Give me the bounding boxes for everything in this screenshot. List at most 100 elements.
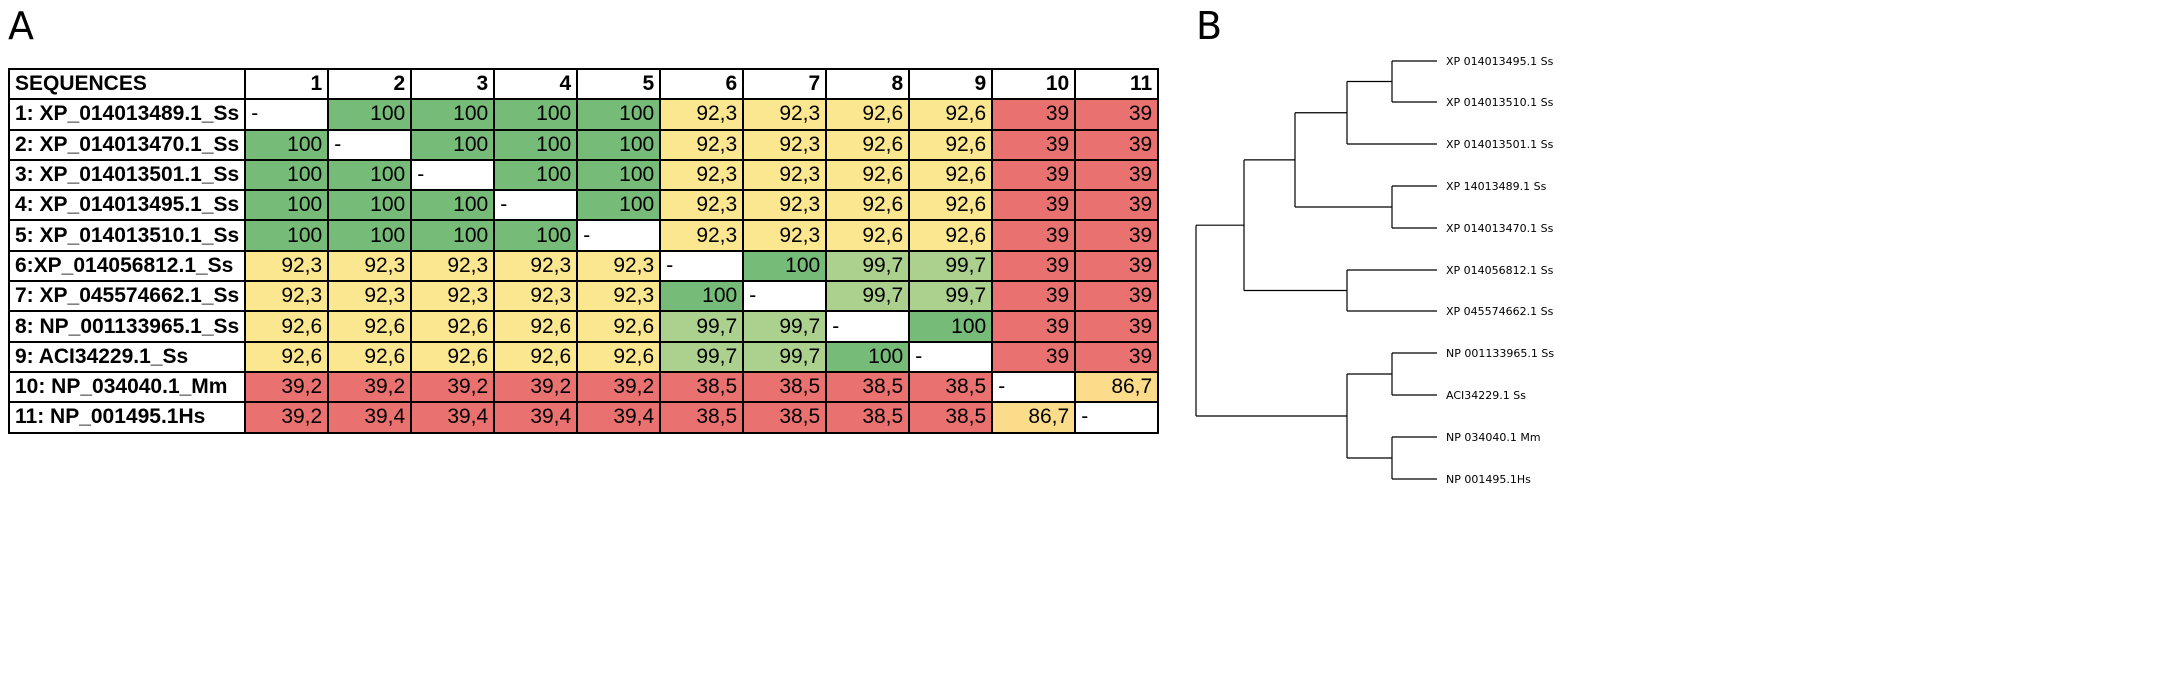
- matrix-cell: 99,7: [908, 249, 994, 283]
- matrix-cell: 99,7: [659, 340, 745, 373]
- matrix-cell: 92,6: [410, 340, 496, 373]
- matrix-cell: 100: [410, 219, 496, 252]
- matrix-cell: 92,6: [825, 98, 911, 131]
- matrix-cell: 38,5: [908, 370, 994, 404]
- matrix-cell: 100: [742, 249, 828, 283]
- matrix-row: 6:XP_014056812.1_Ss 92,3 92,3 92,3 92,3 92,3-…: [7, 249, 1160, 283]
- matrix-cell: 92,6: [244, 340, 330, 373]
- identity-matrix-table: SEQUENCES 1 2 3 4 5 6 7 8 9 10 11 1: XP_014013489.1_…: [7, 67, 1160, 434]
- matrix-row: 9: ACI34229.1_Ss 92,6 92,6 92,6 92,6 92,6 99,7…: [7, 340, 1160, 373]
- tree-leaf-label: XP 14013489.1 Ss: [1446, 180, 1547, 193]
- matrix-cell: 92,6: [908, 98, 994, 131]
- matrix-cell: 39: [991, 340, 1077, 373]
- matrix-row: 2: XP_014013470.1_Ss 100-100 100 100 92,3 92,…: [7, 128, 1160, 161]
- tree-leaf-label: NP 001495.1Hs: [1446, 473, 1531, 486]
- matrix-cell: 100: [327, 219, 413, 252]
- matrix-cell: 100: [825, 340, 911, 373]
- matrix-cell: 92,6: [825, 189, 911, 222]
- column-header-8: 8: [825, 67, 911, 101]
- matrix-cell: 92,3: [742, 189, 828, 222]
- matrix-cell: 99,7: [742, 340, 828, 373]
- matrix-cell: 100: [576, 98, 662, 131]
- matrix-cell: 92,6: [493, 340, 579, 373]
- matrix-cell: 39: [1074, 249, 1160, 283]
- matrix-cell: 92,6: [908, 189, 994, 222]
- matrix-cell: 39,4: [493, 401, 579, 434]
- matrix-cell: 39: [1074, 189, 1160, 222]
- matrix-cell: 100: [327, 189, 413, 222]
- matrix-cell: 92,6: [244, 310, 330, 343]
- matrix-row: 1: XP_014013489.1_Ss -100 100 100 100 92,3 92,…: [7, 98, 1160, 131]
- matrix-cell: 39: [991, 98, 1077, 131]
- sequence-name: 3: XP_014013501.1_Ss: [7, 158, 247, 192]
- column-header-1: 1: [244, 67, 330, 101]
- matrix-cell: -: [327, 128, 413, 161]
- matrix-row: 4: XP_014013495.1_Ss 100 100 100-100 92,3 92,…: [7, 189, 1160, 222]
- matrix-header-row: SEQUENCES 1 2 3 4 5 6 7 8 9 10 11: [7, 67, 1160, 101]
- matrix-cell: 99,7: [908, 280, 994, 313]
- matrix-cell: 39: [991, 189, 1077, 222]
- matrix-cell: -: [576, 219, 662, 252]
- matrix-cell: 92,6: [908, 128, 994, 161]
- matrix-cell: 92,3: [327, 280, 413, 313]
- matrix-cell: 92,3: [659, 98, 745, 131]
- matrix-cell: 100: [327, 98, 413, 131]
- matrix-cell: 39,2: [410, 370, 496, 404]
- matrix-cell: 39,4: [327, 401, 413, 434]
- matrix-cell: 99,7: [825, 280, 911, 313]
- matrix-cell: 92,6: [576, 340, 662, 373]
- matrix-cell: 38,5: [659, 401, 745, 434]
- matrix-cell: 92,6: [493, 310, 579, 343]
- matrix-cell: 38,5: [659, 370, 745, 404]
- matrix-cell: 100: [493, 158, 579, 192]
- column-header-5: 5: [576, 67, 662, 101]
- sequence-name: 8: NP_001133965.1_Ss: [7, 310, 247, 343]
- matrix-cell: 39: [1074, 158, 1160, 192]
- matrix-cell: 100: [244, 219, 330, 252]
- matrix-cell: 92,3: [742, 128, 828, 161]
- matrix-row: 5: XP_014013510.1_Ss 100 100 100 100-92,3 92,…: [7, 219, 1160, 252]
- matrix-cell: 100: [493, 128, 579, 161]
- tree-leaf-label: XP 014013495.1 Ss: [1446, 55, 1554, 68]
- matrix-cell: 100: [493, 219, 579, 252]
- matrix-cell: 39: [1074, 219, 1160, 252]
- matrix-cell: 92,6: [327, 340, 413, 373]
- matrix-cell: -: [244, 98, 330, 131]
- matrix-cell: 92,3: [659, 219, 745, 252]
- matrix-cell: -: [991, 370, 1077, 404]
- matrix-cell: 39: [991, 158, 1077, 192]
- tree-leaf-label: XP 045574662.1 Ss: [1446, 305, 1554, 318]
- column-header-2: 2: [327, 67, 413, 101]
- matrix-cell: 100: [244, 128, 330, 161]
- matrix-cell: 92,3: [742, 219, 828, 252]
- matrix-cell: 39: [991, 249, 1077, 283]
- matrix-cell: 92,3: [659, 128, 745, 161]
- matrix-cell: 39: [1074, 280, 1160, 313]
- matrix-cell: -: [742, 280, 828, 313]
- matrix-cell: 99,7: [659, 310, 745, 343]
- matrix-row: 11: NP_001495.1Hs 39,2 39,4 39,4 39,4 39,4 38,…: [7, 401, 1160, 434]
- matrix-cell: 86,7: [991, 401, 1077, 434]
- matrix-cell: 92,3: [493, 249, 579, 283]
- matrix-cell: 39,2: [244, 401, 330, 434]
- matrix-cell: 86,7: [1074, 370, 1160, 404]
- matrix-cell: 39: [1074, 128, 1160, 161]
- sequence-name: 11: NP_001495.1Hs: [7, 401, 247, 434]
- matrix-cell: -: [493, 189, 579, 222]
- matrix-cell: 39: [991, 219, 1077, 252]
- tree-leaf-label: XP 014013501.1 Ss: [1446, 138, 1554, 151]
- matrix-cell: 39: [991, 128, 1077, 161]
- matrix-cell: 100: [493, 98, 579, 131]
- matrix-row: 7: XP_045574662.1_Ss 92,3 92,3 92,3 92,3 92,3…: [7, 280, 1160, 313]
- matrix-cell: 100: [327, 158, 413, 192]
- matrix-cell: 92,3: [659, 189, 745, 222]
- matrix-cell: 38,5: [908, 401, 994, 434]
- matrix-cell: 39: [991, 310, 1077, 343]
- column-header-4: 4: [493, 67, 579, 101]
- matrix-cell: 92,3: [327, 249, 413, 283]
- matrix-cell: 92,3: [244, 280, 330, 313]
- matrix-cell: 92,3: [742, 158, 828, 192]
- matrix-row: 8: NP_001133965.1_Ss 92,6 92,6 92,6 92,6 92,6…: [7, 310, 1160, 343]
- matrix-cell: -: [1074, 401, 1160, 434]
